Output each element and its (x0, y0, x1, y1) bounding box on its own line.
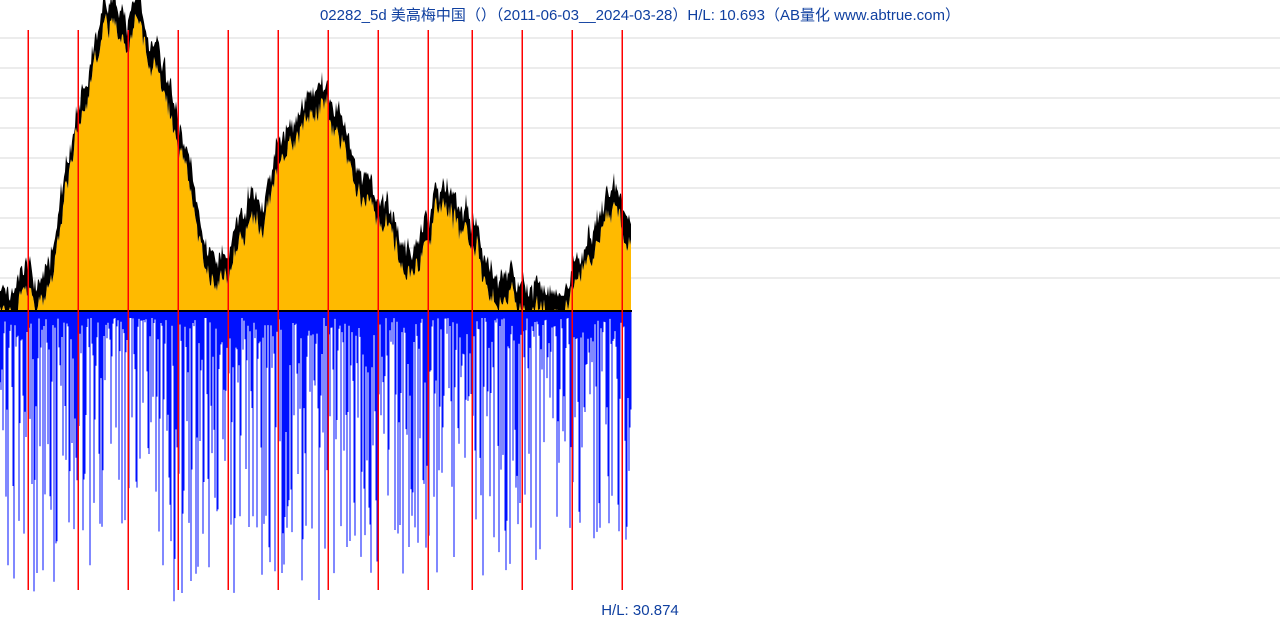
volume-bars (0, 312, 631, 601)
stock-chart (0, 0, 1280, 620)
price-low-area (0, 14, 631, 310)
